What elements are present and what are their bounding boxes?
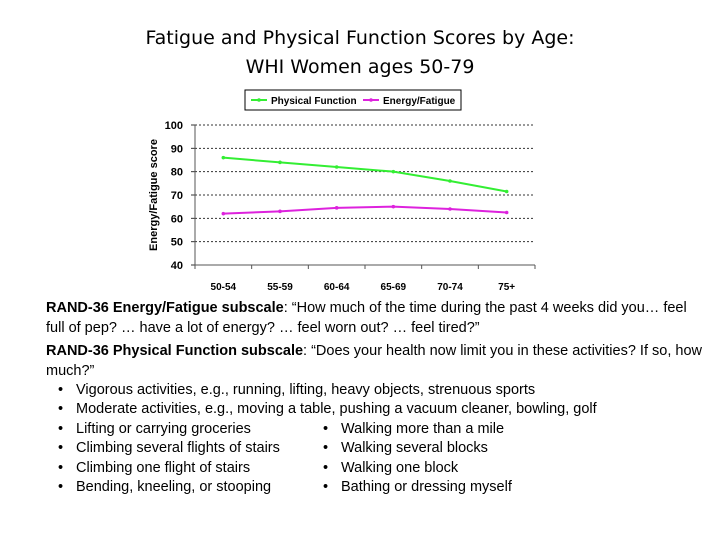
title-line-1: Fatigue and Physical Function Scores by …	[145, 27, 575, 49]
data-point	[278, 160, 282, 165]
chart-title: Fatigue and Physical Function Scores by …	[0, 24, 720, 82]
list-item: Walking one block	[323, 459, 701, 479]
physical-function-lead: RAND-36 Physical Function subscale	[46, 343, 304, 359]
physical-function-text: : “Does your health now limit you in the…	[46, 343, 702, 379]
physical-function-description: RAND-36 Physical Function subscale: “Doe…	[46, 341, 706, 381]
list-item: Lifting or carrying groceries	[46, 420, 706, 440]
series-line-energy-fatigue	[223, 205, 507, 215]
list-item: Bending, kneeling, or stooping	[46, 478, 706, 498]
legend	[244, 89, 462, 111]
y-tick-label: 70	[171, 190, 183, 202]
y-tick-label: 60	[171, 213, 183, 225]
x-tick-label: 50-54	[211, 282, 237, 293]
x-tick-label: 55-59	[267, 282, 293, 293]
y-tick-label: 50	[171, 237, 183, 249]
list-item: Walking several blocks	[323, 439, 701, 459]
list-item: Walking more than a mile	[323, 420, 701, 440]
activity-lists: Vigorous activities, e.g., running, lift…	[46, 381, 706, 498]
data-point	[448, 207, 452, 211]
data-point	[334, 165, 339, 169]
list-item: Vigorous activities, e.g., running, lift…	[46, 381, 706, 401]
y-tick-label: 80	[171, 167, 183, 179]
legend-marker	[369, 98, 373, 102]
energy-fatigue-text: : “How much of the time during the past …	[46, 300, 687, 336]
data-point	[278, 209, 282, 214]
list-item: Climbing one flight of stairs	[46, 459, 706, 479]
title-line-2: WHI Women ages 50-79	[245, 56, 475, 78]
data-point	[504, 210, 509, 215]
legend-label: Energy/Fatigue	[383, 96, 456, 107]
x-tick-label: 75+	[498, 282, 515, 293]
legend-marker	[257, 98, 261, 102]
y-axis-label: Energy/Fatigue score	[148, 139, 160, 251]
data-point	[334, 206, 339, 210]
list-item: Bathing or dressing myself	[323, 478, 701, 498]
x-tick-label: 60-64	[324, 282, 350, 293]
y-tick-label: 100	[165, 120, 183, 132]
right-activity-list: Walking more than a mile Walking several…	[323, 420, 701, 498]
y-tick-label: 90	[171, 143, 183, 155]
data-point	[504, 189, 509, 194]
x-tick-label: 65-69	[381, 282, 407, 293]
left-activity-list: Vigorous activities, e.g., running, lift…	[46, 381, 706, 498]
energy-fatigue-lead: RAND-36 Energy/Fatigue subscale	[46, 300, 284, 316]
y-tick-label: 40	[171, 260, 183, 272]
data-point	[221, 155, 226, 160]
legend-label: Physical Function	[271, 96, 357, 107]
line-chart: 40 50 60 70 80 90 100 50-54 55-59 60-64 65-69 70-74…	[148, 89, 536, 293]
energy-fatigue-description: RAND-36 Energy/Fatigue subscale: “How mu…	[46, 298, 706, 338]
data-point	[448, 179, 452, 183]
list-item: Climbing several flights of stairs	[46, 439, 706, 459]
x-tick-label: 70-74	[437, 282, 463, 293]
data-point	[221, 211, 226, 216]
data-point	[391, 204, 396, 209]
data-point	[391, 169, 396, 174]
description: RAND-36 Energy/Fatigue subscale: “How mu…	[46, 298, 706, 498]
list-item: Moderate activities, e.g., moving a tabl…	[46, 400, 706, 420]
series-line-physical-function	[223, 156, 507, 193]
